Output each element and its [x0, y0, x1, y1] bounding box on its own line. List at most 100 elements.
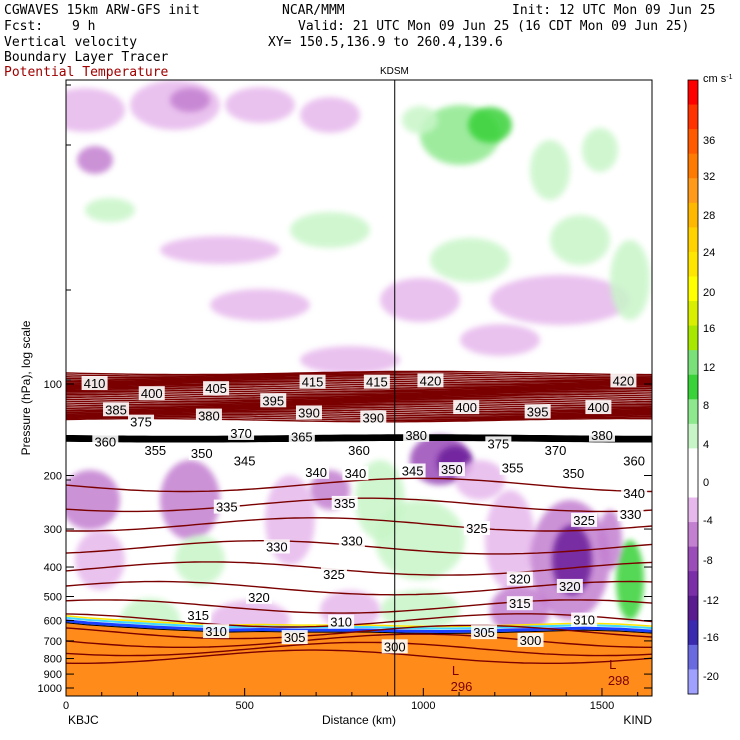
theta-contour-label: 360 — [623, 454, 645, 469]
valid-time: Valid: 21 UTC Mon 09 Jun 25 (16 CDT Mon … — [298, 19, 690, 34]
theta-contour-label: 330 — [266, 539, 288, 554]
theta-contour-label: 315 — [187, 608, 209, 623]
theta-label-bg — [621, 485, 648, 500]
colorbar-tick-label: -12 — [703, 595, 719, 607]
theta-label-bg — [245, 589, 272, 604]
theta-contour-label: 395 — [262, 393, 284, 408]
theta-label-bg — [103, 402, 130, 417]
theta-label-bg — [506, 571, 533, 586]
x-axis-label: Distance (km) — [322, 713, 396, 727]
colorbar-tick-label: 16 — [703, 323, 715, 335]
init-time: Init: 12 UTC Mon 09 Jun 25 — [512, 3, 716, 18]
theta-contour-label: 380 — [405, 428, 427, 443]
theta-label-bg — [453, 400, 480, 415]
theta-contour-label: 310 — [330, 615, 352, 630]
theta-contour-label: 355 — [502, 461, 524, 476]
theta-contour-label: 380 — [591, 428, 613, 443]
theta-label-bg — [499, 460, 526, 475]
colorbar-swatch — [688, 399, 698, 425]
theta-contour-label: 305 — [284, 630, 306, 645]
x-tick-label: 0 — [63, 700, 69, 712]
theta-label-bg — [342, 466, 369, 481]
x-tick-label: 1500 — [590, 700, 614, 712]
theta-label-bg — [438, 462, 465, 477]
colorbar-tick-label: 24 — [703, 247, 715, 259]
theta-contour-label: 330 — [341, 534, 363, 549]
potential-temperature-contours — [66, 370, 652, 664]
theta-label-bg — [506, 596, 533, 611]
theta-contour-label: 320 — [248, 590, 270, 605]
theta-label-bg — [363, 374, 390, 389]
theta-label-bg — [471, 625, 498, 640]
x-tick-label: 1000 — [411, 700, 435, 712]
left-endpoint-label: KBJC — [68, 713, 99, 727]
field-boundary-layer-tracer: Boundary Layer Tracer — [4, 50, 169, 65]
theta-contour-label: 370 — [545, 443, 567, 458]
theta-label-bg — [213, 499, 240, 514]
model-title: CGWAVES 15km ARW-GFS init — [4, 3, 200, 18]
y-tick-label: 500 — [44, 591, 62, 603]
theta-contour-label: 310 — [205, 624, 227, 639]
theta-contour-label: 325 — [573, 513, 595, 528]
x-tick-label: 500 — [235, 700, 253, 712]
theta-contour-label: 325 — [323, 567, 345, 582]
theta-contour-label: 345 — [402, 463, 424, 478]
right-endpoint-label: KIND — [623, 713, 652, 727]
forecast-label: Fcst: — [4, 19, 44, 34]
colorbar-tick-label: -20 — [703, 671, 719, 683]
colorbar-swatch — [688, 472, 698, 499]
colorbar-swatch — [688, 350, 698, 376]
org-label: NCAR/MMM — [282, 3, 345, 18]
theta-label-bg — [338, 533, 365, 548]
kdsm-station-label: KDSM — [380, 66, 409, 77]
theta-label-bg — [463, 521, 490, 536]
colorbar-swatch — [688, 251, 698, 277]
theta-label-bg — [517, 632, 544, 647]
plot-frame — [65, 79, 653, 697]
y-tick-label: 700 — [44, 636, 62, 648]
theta-contour-label: 420 — [420, 373, 442, 388]
theta-label-bg — [128, 414, 155, 429]
theta-contour-label: 335 — [216, 500, 238, 515]
theta-label-bg — [288, 429, 315, 444]
colorbar-tick-label: 8 — [703, 400, 709, 412]
theta-label-bg — [188, 446, 215, 461]
theta-label-bg — [331, 495, 358, 510]
theta-label-bg — [263, 539, 290, 554]
theta-contour-label: 415 — [302, 375, 324, 390]
colorbar-swatch — [688, 546, 698, 572]
theta-contour-label: 340 — [623, 486, 645, 501]
theta-contour-label: 410 — [84, 376, 106, 391]
colorbar-swatch — [688, 276, 698, 302]
theta-label-bg — [295, 405, 322, 420]
theta-contour-label: 400 — [455, 400, 477, 415]
colorbar-swatch — [688, 644, 698, 670]
low-marker: L — [452, 663, 459, 678]
theta-contour-label: 375 — [488, 436, 510, 451]
cross-section-endpoints: XY= 150.5,136.9 to 260.4,139.6 — [268, 35, 503, 50]
colorbar-swatch — [688, 497, 698, 523]
colorbar-swatch — [688, 104, 698, 130]
y-tick-label: 600 — [44, 616, 62, 628]
theta-label-bg — [195, 408, 222, 423]
theta-contour-label: 350 — [563, 466, 585, 481]
y-tick-label: 1000 — [38, 683, 62, 695]
theta-label-bg — [281, 630, 308, 645]
vertical-velocity-shading — [66, 80, 650, 642]
theta-label-bg — [360, 410, 387, 425]
field-potential-temperature: Potential Temperature — [4, 65, 169, 80]
colorbar-swatch — [688, 202, 698, 228]
theta-label-bg — [203, 624, 230, 639]
colorbar-tick-label: 4 — [703, 439, 709, 451]
theta-contour-label: 375 — [130, 415, 152, 430]
colorbar-tick-label: -16 — [703, 632, 719, 644]
colorbar-tick-label: 12 — [703, 362, 715, 374]
theta-label-bg — [417, 373, 444, 388]
colorbar-swatch — [688, 374, 698, 400]
theta-label-bg — [81, 376, 108, 390]
theta-contour-label: 315 — [509, 596, 531, 611]
forecast-hour: 9 h — [72, 19, 96, 34]
theta-label-bg — [328, 614, 355, 629]
theta-contour-label: 305 — [473, 625, 495, 640]
